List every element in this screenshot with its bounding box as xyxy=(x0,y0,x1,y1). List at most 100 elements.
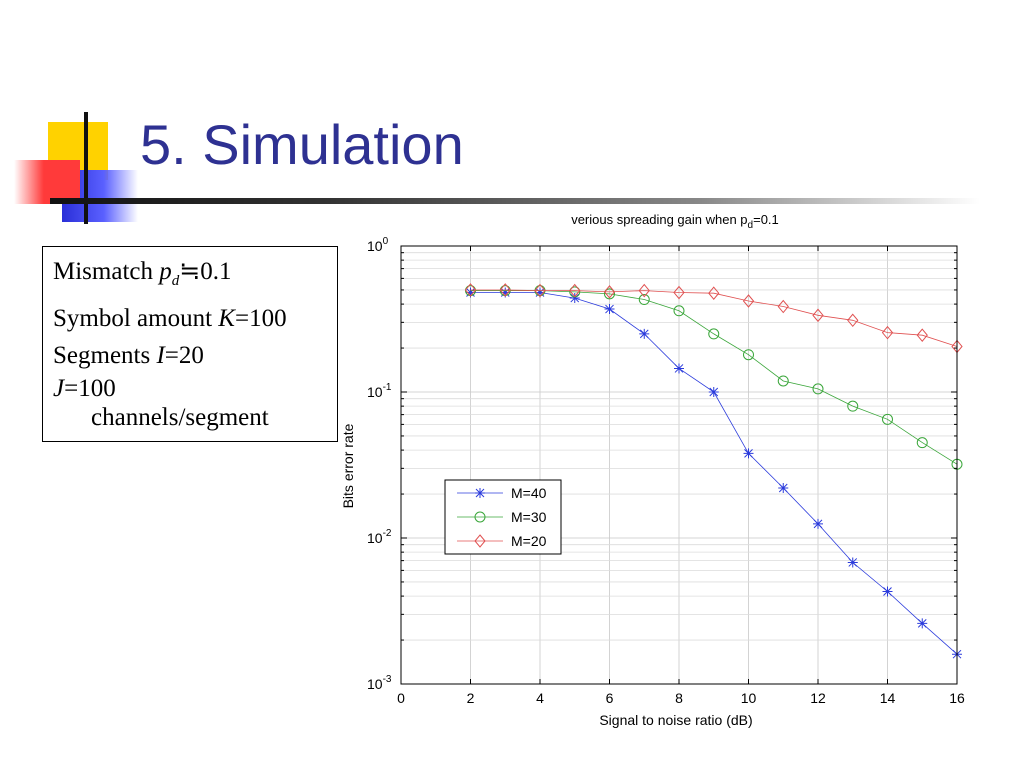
data-point-m40 xyxy=(743,448,754,459)
y-tick-label: 10-1 xyxy=(367,382,392,400)
y-tick-base: 10 xyxy=(367,384,383,400)
x-tick-label: 10 xyxy=(741,690,757,706)
data-point-m30 xyxy=(673,305,685,317)
param-segments: Segments I=20 xyxy=(53,337,337,374)
chart-title-sub: d xyxy=(748,220,754,231)
data-point-m20 xyxy=(916,328,928,342)
data-point-m20 xyxy=(708,286,720,300)
y-tick-exponent: -1 xyxy=(383,382,392,393)
data-point-m40 xyxy=(535,287,545,298)
param-segments-value: =20 xyxy=(164,342,204,369)
chart-title-main: verious spreading gain when p xyxy=(571,212,747,227)
data-point-m20 xyxy=(673,285,685,300)
x-tick-label: 12 xyxy=(810,690,826,706)
legend-marker-m30 xyxy=(474,511,486,523)
x-tick-label: 14 xyxy=(880,690,896,706)
y-tick-base: 10 xyxy=(367,238,383,254)
param-mismatch-value: ≒0.1 xyxy=(179,258,232,285)
param-channels: J=100 xyxy=(53,374,337,404)
legend-marker-m20 xyxy=(474,534,486,548)
y-tick-exponent: -2 xyxy=(383,528,392,539)
param-mismatch-var: p xyxy=(159,258,172,285)
slide-title: 5. Simulation xyxy=(140,113,464,176)
data-point-m20 xyxy=(847,313,859,328)
legend-label-m30: M=30 xyxy=(511,509,547,525)
y-tick-exponent: 0 xyxy=(383,236,389,247)
data-point-m20 xyxy=(777,299,789,314)
y-tick-label: 10-3 xyxy=(367,674,392,692)
data-point-m30 xyxy=(708,328,720,340)
data-point-m30 xyxy=(604,288,615,300)
series-m20 xyxy=(464,283,963,354)
y-tick-label: 100 xyxy=(367,236,389,254)
x-tick-label: 4 xyxy=(536,690,544,706)
logo-red-square xyxy=(14,160,80,204)
y-tick-exponent: -3 xyxy=(383,674,392,685)
data-point-m40 xyxy=(917,618,928,629)
data-point-m30 xyxy=(743,349,754,361)
data-point-m30 xyxy=(916,437,928,449)
param-segments-var: I xyxy=(156,342,165,369)
data-point-m20 xyxy=(881,325,894,340)
y-tick-base: 10 xyxy=(367,530,383,546)
chart-title: verious spreading gain when pd=0.1 xyxy=(571,212,779,231)
data-point-m30 xyxy=(638,294,650,306)
y-axis-label: Bits error rate xyxy=(340,423,356,508)
data-point-m30 xyxy=(812,383,824,395)
param-symbol-amount: Symbol amount K=100 xyxy=(53,300,337,337)
data-point-m40 xyxy=(778,483,789,494)
legend-label-m40: M=40 xyxy=(511,485,547,501)
y-tick-label: 10-2 xyxy=(367,528,392,546)
param-channels-value: =100 xyxy=(64,375,116,402)
parameters-box: Mismatch pd≒0.1 Symbol amount K=100 Segm… xyxy=(42,246,338,442)
param-channels-unit: channels/segment xyxy=(91,404,269,431)
data-point-m40 xyxy=(604,304,615,315)
data-point-m30 xyxy=(847,400,859,412)
param-segments-label: Segments xyxy=(53,342,157,369)
data-point-m20 xyxy=(569,283,581,298)
data-point-m40 xyxy=(569,293,580,304)
legend-label-m20: M=20 xyxy=(511,533,547,549)
param-symbol-value: =100 xyxy=(234,305,287,332)
data-point-m40 xyxy=(813,518,823,529)
x-tick-label: 16 xyxy=(949,690,965,706)
data-point-m40 xyxy=(882,586,893,597)
data-point-m20 xyxy=(742,294,755,308)
data-point-m30 xyxy=(882,413,893,425)
series-line-m20 xyxy=(470,289,958,347)
data-point-m40 xyxy=(708,387,719,397)
y-tick-base: 10 xyxy=(367,676,383,692)
data-point-m20 xyxy=(499,283,511,297)
series-m40 xyxy=(465,287,962,660)
legend-marker-m40 xyxy=(475,488,485,498)
param-mismatch-label: Mismatch xyxy=(53,258,160,285)
series-line-m30 xyxy=(470,290,958,465)
data-point-m40 xyxy=(465,287,476,298)
x-tick-label: 6 xyxy=(606,690,614,706)
x-tick-label: 8 xyxy=(675,690,683,706)
data-point-m20 xyxy=(534,283,546,298)
data-point-m40 xyxy=(500,287,511,298)
data-point-m30 xyxy=(777,375,789,387)
data-point-m20 xyxy=(812,308,824,323)
logo-vertical-bar xyxy=(84,112,88,224)
chart-title-tail: =0.1 xyxy=(753,212,779,227)
param-mismatch: Mismatch pd≒0.1 xyxy=(53,253,337,300)
grid-layer xyxy=(400,246,958,685)
data-point-m20 xyxy=(638,283,650,298)
x-axis-label: Signal to noise ratio (dB) xyxy=(599,712,752,728)
param-channels-var: J xyxy=(53,375,65,402)
data-point-m40 xyxy=(847,557,858,568)
param-symbol-var: K xyxy=(218,305,235,332)
data-point-m20 xyxy=(603,285,616,299)
x-tick-label: 0 xyxy=(397,690,405,706)
data-point-m20 xyxy=(464,283,477,297)
title-underline xyxy=(50,198,980,204)
legend: M=40 M=30 M=20 xyxy=(444,479,562,555)
data-point-m40 xyxy=(639,328,650,339)
x-tick-label: 2 xyxy=(467,690,475,706)
series-line-m40 xyxy=(470,292,958,655)
param-symbol-label: Symbol amount xyxy=(53,305,219,332)
